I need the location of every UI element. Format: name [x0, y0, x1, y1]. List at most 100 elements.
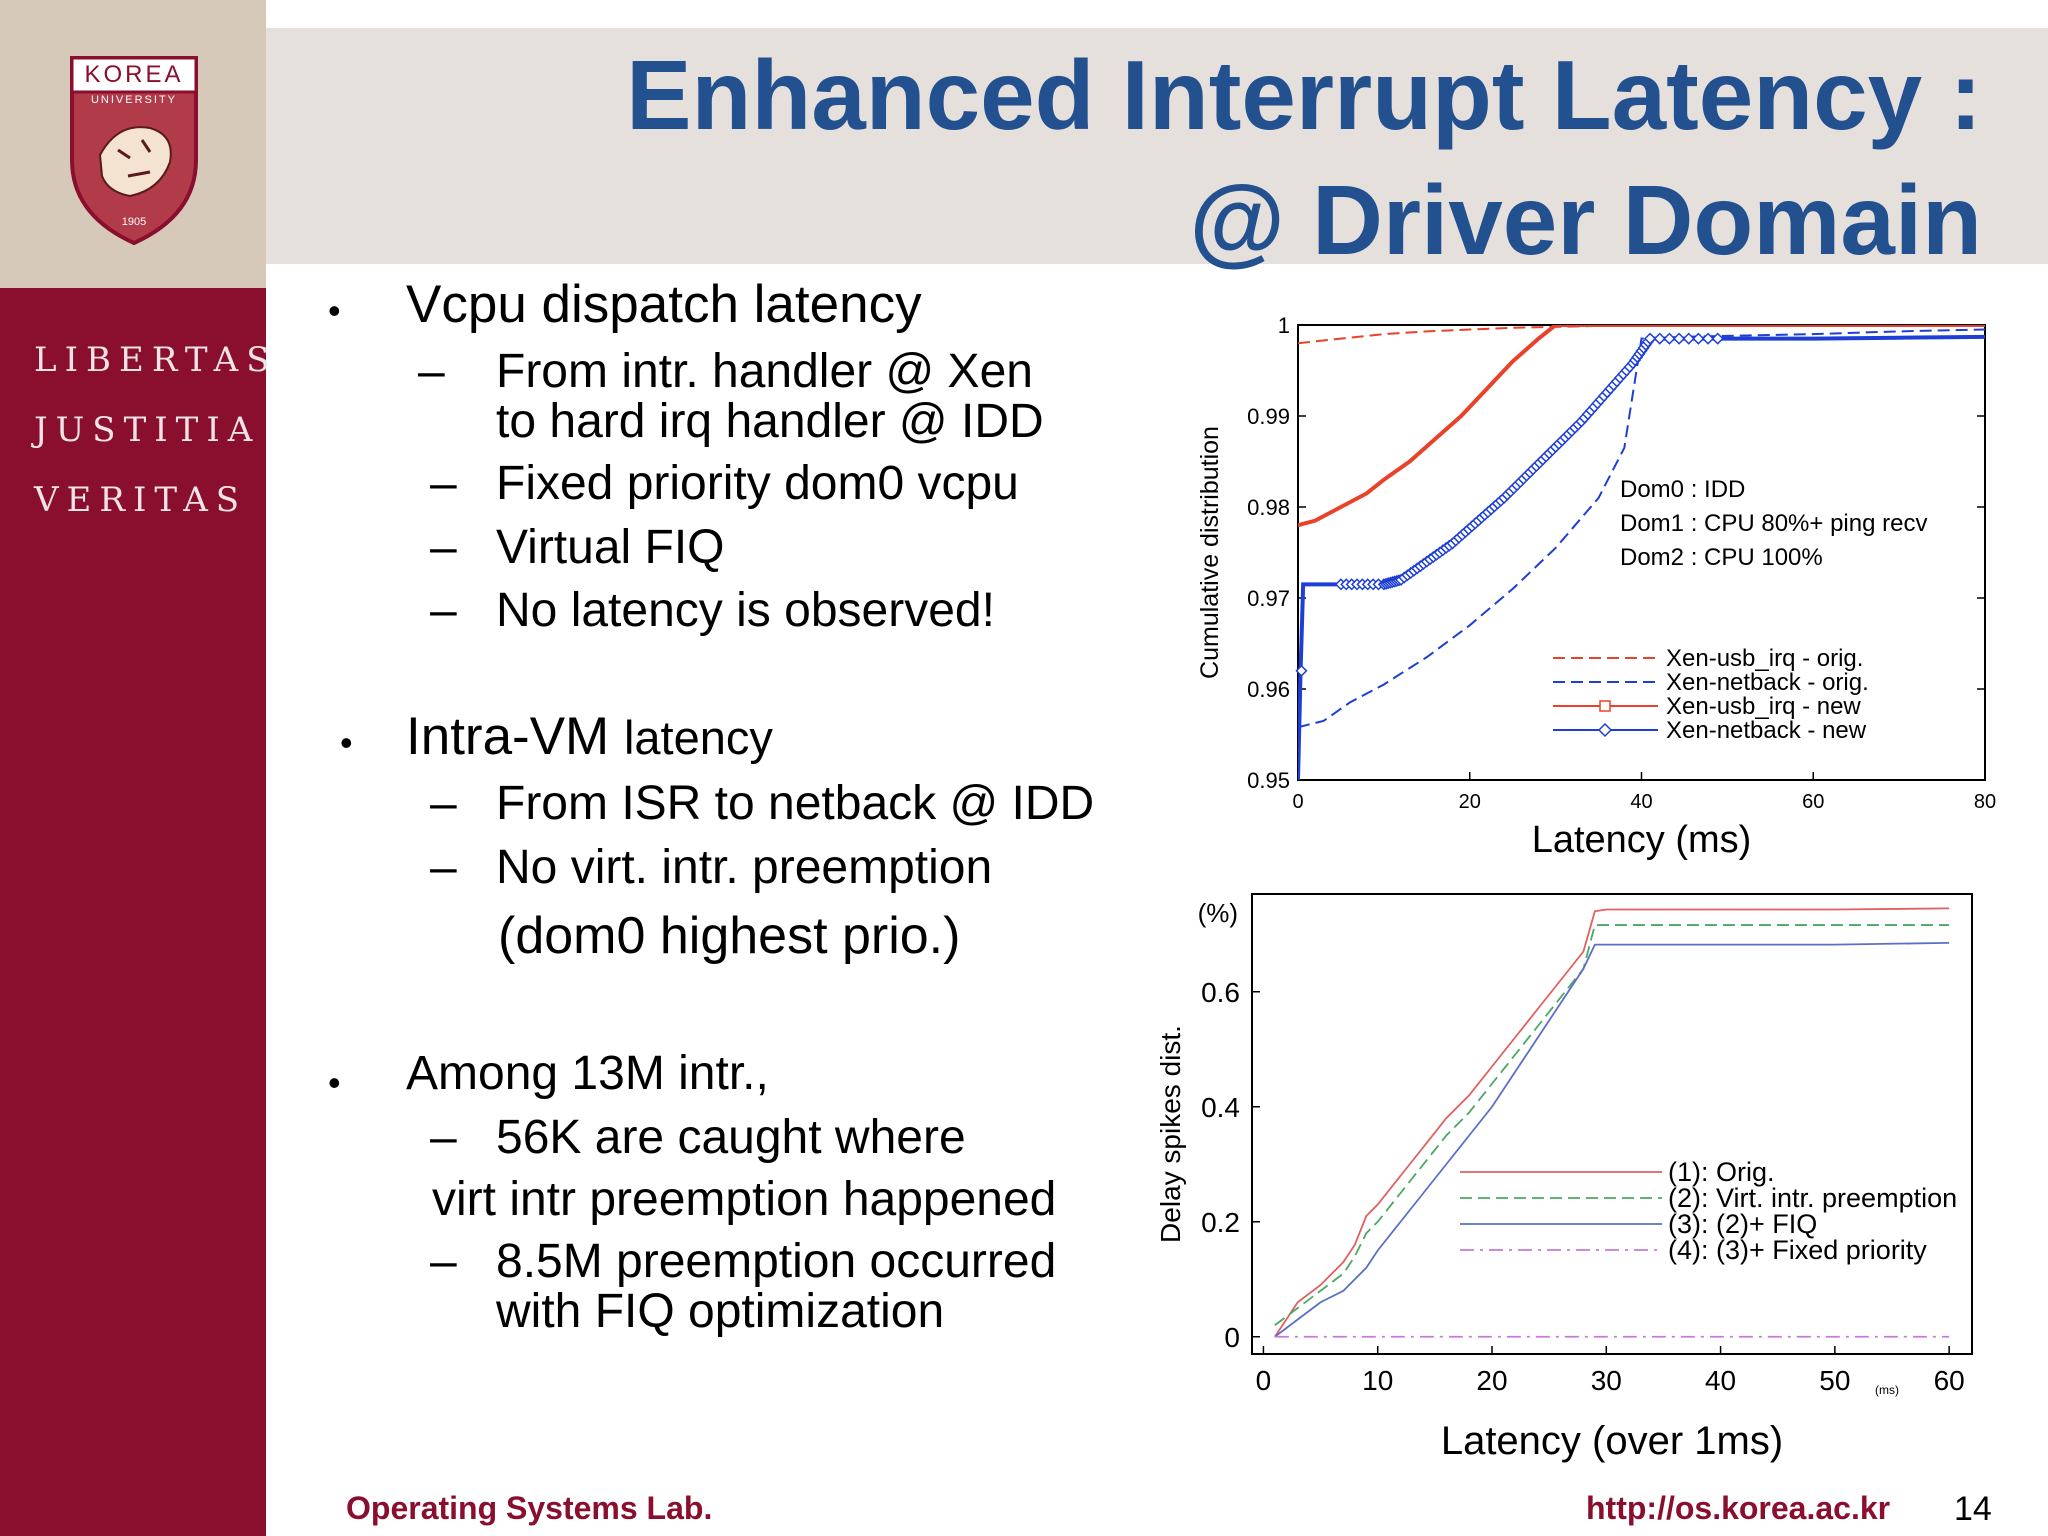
sub-item: virt intr preemption happened — [432, 1173, 1057, 1226]
bullet-intra-vm: Intra-VM latency — [406, 706, 773, 767]
x-unit-label: (ms) — [1875, 1383, 1899, 1397]
legend-marker — [1597, 722, 1613, 738]
chart-annotation: Dom2 : CPU 100% — [1620, 544, 1823, 571]
y-tick-label: 0 — [1224, 1322, 1240, 1353]
y-tick-label: 0.2 — [1201, 1207, 1240, 1238]
x-axis-label: Latency (over 1ms) — [1441, 1419, 1783, 1463]
cdf-latency-chart: 0.95 0.96 0.97 0.98 0.99 1 0 20 40 60 80 Latency (m… — [1196, 313, 1996, 861]
series-marker — [1663, 332, 1676, 345]
legend-label: Xen-usb_irq - new — [1666, 693, 1861, 720]
footer-url-link[interactable]: http://os.korea.ac.kr — [1586, 1490, 1891, 1526]
x-tick-label: 50 — [1819, 1365, 1850, 1396]
sub-item: From ISR to netback @ IDD — [496, 777, 1095, 830]
footer-lab-name: Operating Systems Lab. — [346, 1490, 713, 1526]
legend-label: (2): Virt. intr. preemption — [1668, 1183, 1957, 1213]
x-tick-label: 0 — [1292, 791, 1303, 813]
y-tick-label: 0.99 — [1247, 404, 1290, 429]
sub-dash: – — [430, 521, 457, 574]
x-tick-label: 20 — [1459, 791, 1481, 813]
bullet-dot: • — [328, 290, 341, 331]
y-axis-label: Delay spikes dist. — [1155, 1025, 1186, 1243]
sub-item: No virt. intr. preemption — [496, 841, 993, 894]
series-marker — [1295, 664, 1308, 677]
sub-item: 56K are caught where — [496, 1111, 966, 1164]
title-band — [266, 28, 2048, 264]
x-tick-label: 60 — [1802, 791, 1824, 813]
motto-justitia: JUSTITIA — [34, 410, 261, 450]
legend-label: Xen-usb_irq - orig. — [1666, 645, 1863, 672]
slide-title-line1: Enhanced Interrupt Latency : — [626, 40, 1982, 150]
sub-item: From intr. handler @ Xen — [496, 345, 1033, 398]
sub-item: to hard irq handler @ IDD — [496, 395, 1044, 448]
chart-annotation: Dom0 : IDD — [1620, 476, 1745, 503]
x-tick-label: 30 — [1591, 1365, 1622, 1396]
series-line — [1274, 941, 1950, 1338]
bullet-dot: • — [328, 1062, 341, 1103]
series-line — [1298, 325, 1985, 345]
university-logo-panel: KOREA UNIVERSITY 1905 — [0, 0, 266, 288]
legend-label: Xen-netback - orig. — [1666, 669, 1869, 696]
sub-item: (dom0 highest prio.) — [498, 907, 961, 965]
x-tick-label: 40 — [1630, 791, 1652, 813]
logo-year-text: 1905 — [122, 216, 146, 228]
legend-label: (4): (3)+ Fixed priority — [1668, 1235, 1927, 1265]
sub-item: No latency is observed! — [496, 584, 995, 637]
delay-spikes-chart: 0 0.2 0.4 0.6 0 10 20 30 40 50 60 (%) (ms) Latency (o… — [1155, 893, 1973, 1463]
y-tick-label: 0.98 — [1247, 495, 1290, 520]
bullet-among: Among 13M intr., — [406, 1047, 769, 1100]
page-number: 14 — [1954, 1490, 1992, 1528]
legend-label: (3): (2)+ FIQ — [1668, 1209, 1817, 1239]
x-axis-label: Latency (ms) — [1532, 819, 1752, 861]
sub-item: Virtual FIQ — [496, 521, 725, 574]
series-line — [1298, 328, 1985, 729]
series-marker — [1682, 332, 1695, 345]
x-tick-label: 40 — [1705, 1365, 1736, 1396]
y-tick-label: 0.96 — [1247, 677, 1290, 702]
sub-dash: – — [418, 345, 445, 398]
legend-label: (1): Orig. — [1668, 1157, 1775, 1187]
x-tick-label: 60 — [1934, 1365, 1965, 1396]
x-tick-label: 0 — [1256, 1365, 1272, 1396]
legend-marker — [1599, 700, 1611, 712]
slide-title-line2: @ Driver Domain — [1189, 165, 1982, 275]
bullet-intra-vm-small: latency — [623, 711, 773, 764]
plot-frame — [1251, 893, 1973, 1355]
y-tick-label: 1 — [1278, 313, 1290, 338]
series-marker — [1673, 332, 1686, 345]
legend-label: Xen-netback - new — [1666, 717, 1867, 744]
series-line — [1274, 924, 1950, 1326]
bullet-intra-vm-main: Intra-VM — [406, 707, 610, 766]
bullet-dot: • — [340, 722, 353, 763]
sub-dash: – — [430, 841, 457, 894]
series-marker — [1711, 332, 1724, 345]
sub-item: 8.5M preemption occurred — [496, 1235, 1057, 1288]
sub-item: Fixed priority dom0 vcpu — [496, 457, 1019, 510]
motto-veritas: VERITAS — [34, 480, 248, 520]
y-unit-label: (%) — [1198, 898, 1238, 928]
x-tick-label: 10 — [1362, 1365, 1393, 1396]
motto-libertas: LIBERTAS — [34, 340, 278, 380]
sub-dash: – — [430, 457, 457, 510]
series-line — [1274, 907, 1950, 1338]
logo-university-text: UNIVERSITY — [91, 94, 177, 106]
series-marker — [1653, 332, 1666, 345]
x-tick-label: 80 — [1974, 791, 1996, 813]
bullet-vcpu-dispatch: Vcpu dispatch latency — [406, 275, 922, 334]
y-tick-label: 0.95 — [1247, 768, 1290, 793]
series-line — [1298, 325, 1985, 528]
y-tick-label: 0.4 — [1201, 1092, 1240, 1123]
series-marker — [1701, 332, 1715, 345]
sub-dash: – — [430, 1111, 457, 1164]
y-tick-label: 0.97 — [1247, 586, 1290, 611]
sub-item: with FIQ optimization — [496, 1285, 945, 1338]
sub-dash: – — [430, 777, 457, 830]
plot-frame — [1297, 324, 1986, 781]
series-marker — [1692, 332, 1705, 345]
sub-dash: – — [430, 584, 457, 637]
chart-annotation: Dom1 : CPU 80%+ ping recv — [1620, 510, 1927, 537]
y-axis-label: Cumulative distribution — [1196, 426, 1224, 679]
x-tick-label: 20 — [1476, 1365, 1507, 1396]
series-marker — [1644, 332, 1657, 345]
logo-korea-text: KOREA — [84, 61, 183, 88]
sub-dash: – — [430, 1235, 457, 1288]
